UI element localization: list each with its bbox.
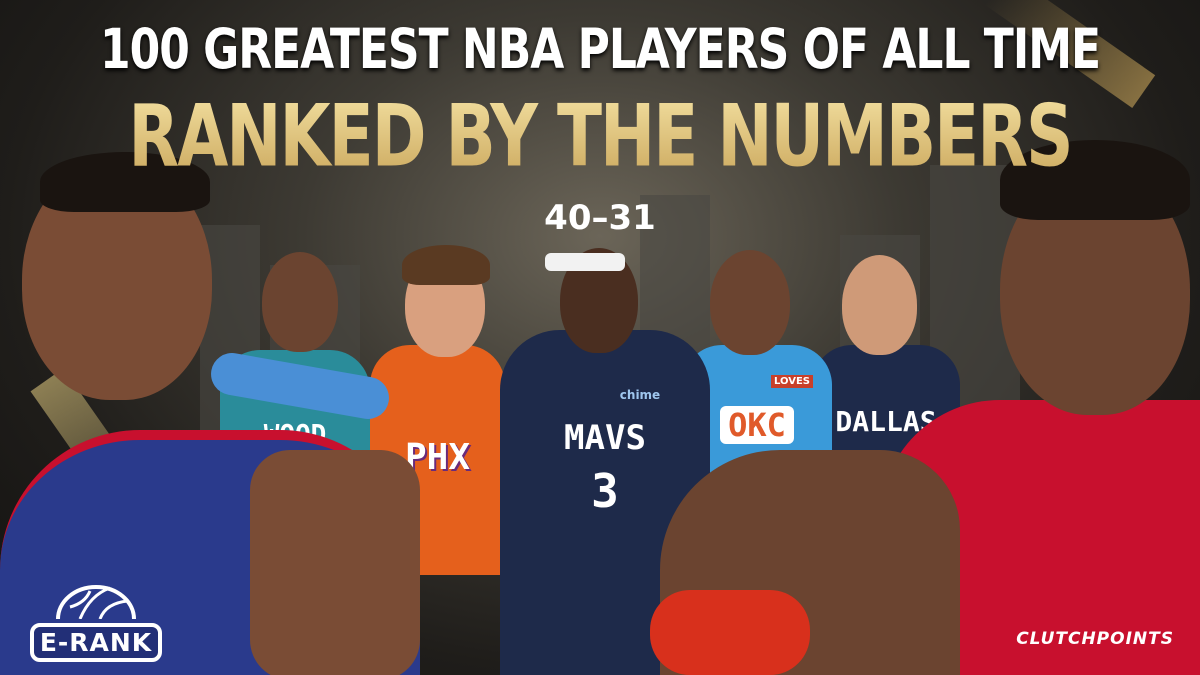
jersey-text: MAVS (564, 418, 646, 458)
erank-logo: E-RANK (30, 585, 162, 662)
sponsor-patch: LOVES (770, 375, 814, 388)
headline: 100 GREATEST NBA PLAYERS OF ALL TIME (99, 18, 1101, 82)
player-hair (402, 245, 490, 285)
clutchpoints-logo: CLUTCHPOINTS (1016, 629, 1174, 649)
headband (545, 253, 625, 271)
sponsor-patch: chime (619, 388, 661, 402)
player-shoulder (250, 450, 420, 675)
basketball-icon (56, 585, 136, 620)
player-hair (40, 152, 210, 212)
player-head (262, 252, 338, 352)
player-head (842, 255, 917, 355)
jersey-number: 3 (591, 464, 619, 518)
rank-range: 40–31 (544, 198, 656, 238)
jersey-text: PHX (404, 437, 471, 478)
jersey-text: OKC (720, 406, 794, 444)
player-head (710, 250, 790, 355)
wristband (650, 590, 810, 675)
erank-wordmark: E-RANK (30, 623, 162, 662)
subheadline: RANKED BY THE NUMBERS (0, 86, 1200, 186)
player-hair (1000, 140, 1190, 220)
